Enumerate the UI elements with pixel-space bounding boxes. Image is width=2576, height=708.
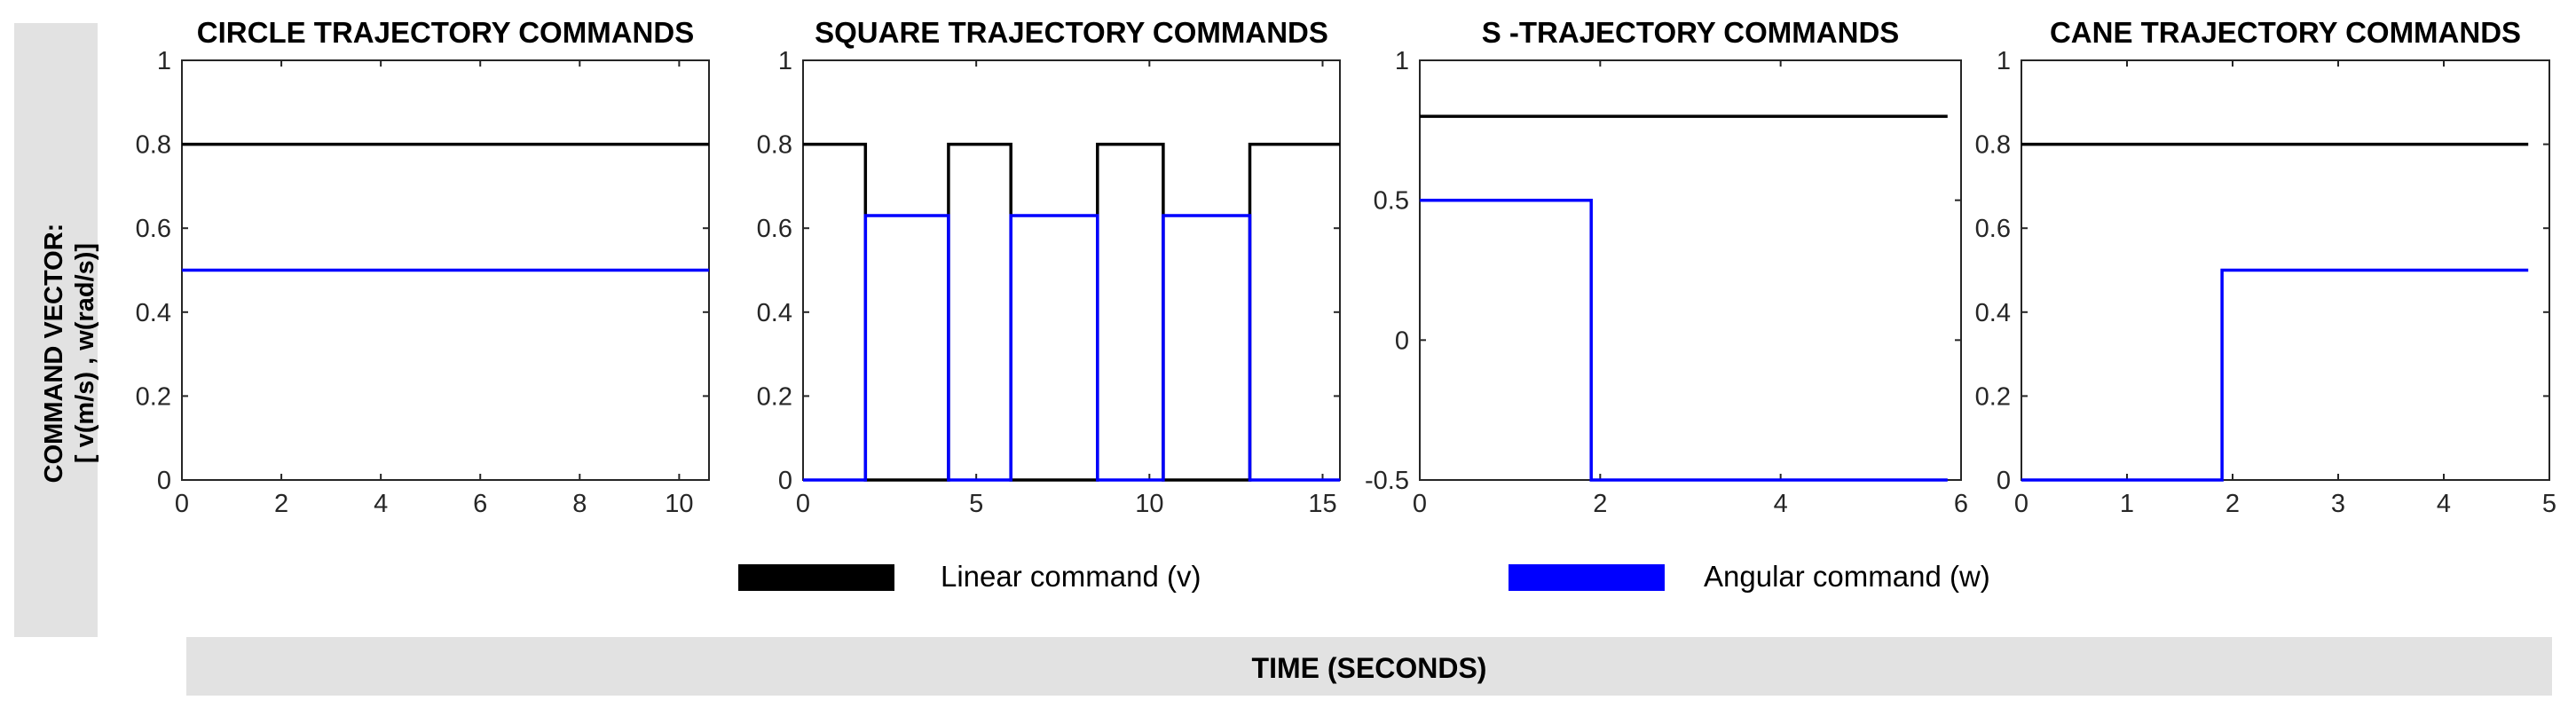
x-tick-label: 15 [1308, 490, 1336, 518]
x-tick-label: 4 [2437, 490, 2451, 518]
x-tick-label: 5 [969, 490, 983, 518]
y-tick-label: 1 [157, 47, 171, 75]
x-tick-label: 0 [1413, 490, 1427, 518]
x-tick-label: 0 [175, 490, 189, 518]
x-tick-label: 0 [796, 490, 810, 518]
x-tick-label: 10 [665, 490, 693, 518]
plot-area [1419, 59, 1962, 481]
y-tick-label: 0.6 [1975, 215, 2011, 243]
y-tick-label: 0 [778, 467, 792, 495]
legend-item-2: Angular command (w) [1509, 560, 1990, 593]
subplot-4: CANE TRAJECTORY COMMANDS 0 1 2 3 4 5 0 0.2 0.4 0.6… [1975, 16, 2556, 518]
y-tick-label: 0.4 [136, 299, 171, 327]
x-tick-label: 3 [2331, 490, 2345, 518]
y-tick-label: 0.2 [757, 382, 792, 411]
subplot-title: CANE TRAJECTORY COMMANDS [2050, 16, 2521, 49]
y-tick-label: 0.8 [1975, 131, 2011, 160]
x-tick-label: 6 [1954, 490, 1968, 518]
x-axis-label-panel: TIME (SECONDS) [186, 637, 2552, 696]
y-tick-label: 1 [778, 47, 792, 75]
x-tick-label: 4 [374, 490, 388, 518]
subplot-2: SQUARE TRAJECTORY COMMANDS 0 5 10 15 0 0.2 0.4 0… [757, 16, 1341, 518]
y-axis-label-panel: COMMAND VECTOR: [ v(m/s) , w(rad/s)] [14, 23, 99, 637]
y-tick-label: 1 [1997, 47, 2011, 75]
legend-item-1: Linear command (v) [738, 560, 1201, 593]
y-tick-label: 0.2 [1975, 382, 2011, 411]
x-tick-label: 6 [473, 490, 487, 518]
plot-area [802, 59, 1341, 481]
y-tick-label: 0.6 [757, 215, 792, 243]
y-tick-label: 0.4 [1975, 299, 2011, 327]
y-tick-label: 0.6 [136, 215, 171, 243]
x-tick-label: 1 [2120, 490, 2134, 518]
x-tick-label: 10 [1135, 490, 1163, 518]
x-tick-label: 2 [274, 490, 288, 518]
angular-command-line [1420, 198, 1948, 482]
legend-label: Linear command (v) [941, 560, 1201, 593]
x-tick-label: 0 [2014, 490, 2029, 518]
subplot-title: SQUARE TRAJECTORY COMMANDS [815, 16, 1328, 49]
x-tick-label: 4 [1774, 490, 1788, 518]
y-tick-label: 0.4 [757, 299, 792, 327]
x-tick-label: 8 [572, 490, 587, 518]
y-tick-label: 1 [1395, 47, 1409, 75]
y-tick-label: 0.8 [757, 131, 792, 160]
y-tick-label: 0.2 [136, 382, 171, 411]
y-tick-label: 0.8 [136, 131, 171, 160]
subplot-title: S -TRAJECTORY COMMANDS [1482, 16, 1900, 49]
y-tick-label: 0.5 [1374, 187, 1409, 216]
subplot-1: CIRCLE TRAJECTORY COMMANDS 0 2 4 6 8 10 0 0.2 0.4… [136, 16, 710, 518]
y-tick-label: 0 [157, 467, 171, 495]
y-tick-label: -0.5 [1365, 467, 1409, 495]
legend-swatch [738, 564, 894, 591]
linear-command-line [803, 142, 1340, 482]
legend-label: Angular command (w) [1704, 560, 1990, 593]
x-tick-label: 5 [2542, 490, 2556, 518]
x-axis-label: TIME (SECONDS) [1251, 652, 1487, 684]
legend-swatch [1509, 564, 1665, 591]
angular-command-line [2021, 268, 2529, 482]
y-tick-label: 0 [1997, 467, 2011, 495]
x-tick-label: 2 [2225, 490, 2240, 518]
y-tick-label: 0 [1395, 326, 1409, 355]
subplot-title: CIRCLE TRAJECTORY COMMANDS [197, 16, 694, 49]
angular-command-line [803, 214, 1340, 482]
legend: Linear command (v) Angular command (w) [738, 560, 1990, 593]
x-tick-label: 2 [1593, 490, 1607, 518]
